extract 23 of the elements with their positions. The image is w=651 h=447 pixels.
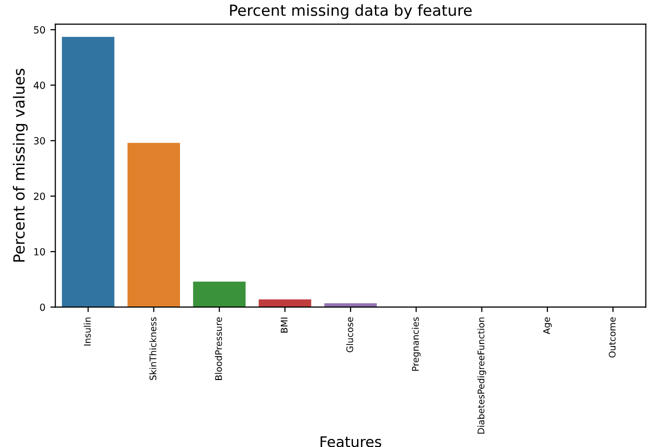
- x-tick-label: Insulin: [84, 318, 91, 346]
- x-tick-label: Age: [543, 317, 552, 334]
- y-tick-label: 0: [40, 304, 45, 311]
- bar: [324, 303, 377, 308]
- x-tick-label: Glucose: [346, 317, 354, 352]
- x-tick-label: BloodPressure: [214, 317, 222, 380]
- x-tick-label: DiabetesPedigreeFunction: [477, 318, 486, 434]
- bar: [128, 142, 180, 308]
- y-tick-label: 10: [34, 248, 45, 256]
- x-tick-label: BMI: [280, 318, 288, 333]
- bar: [193, 282, 246, 308]
- x-tick-label: Outcome: [608, 317, 616, 358]
- bar: [258, 299, 312, 308]
- y-tick-label: 20: [34, 192, 45, 200]
- y-tick-label: 40: [34, 82, 45, 89]
- y-axis-title: Percent of missing values: [12, 68, 28, 262]
- y-tick-label: 50: [34, 26, 45, 34]
- x-tick-label: Pregnancies: [412, 317, 421, 371]
- y-tick-label: 30: [34, 137, 45, 144]
- x-tick-label: SkinThickness: [149, 317, 156, 380]
- chart-title: Percent missing data by feature: [230, 4, 472, 19]
- bar: [62, 36, 114, 308]
- x-axis-title: Features: [320, 436, 382, 447]
